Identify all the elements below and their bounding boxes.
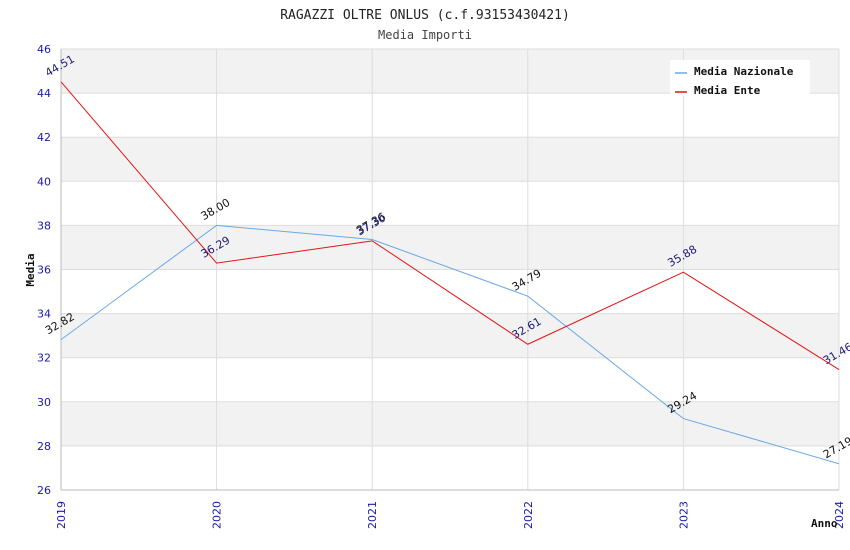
- grid-band: [61, 225, 839, 270]
- grid-band: [61, 137, 839, 182]
- y-tick-label: 40: [37, 175, 51, 188]
- legend-item-media-nazionale: Media Nazionale: [694, 65, 794, 78]
- grid-band: [61, 313, 839, 358]
- series-lines: [60, 81, 840, 465]
- x-axis-label: Anno: [811, 517, 838, 530]
- legend: Media Nazionale Media Ente: [670, 60, 810, 97]
- grid-band: [61, 401, 839, 446]
- legend-box: [670, 60, 810, 96]
- y-tick-label: 46: [37, 43, 51, 56]
- y-tick-label: 42: [37, 131, 51, 144]
- axes: [60, 49, 839, 491]
- y-axis-label: Media: [24, 253, 37, 286]
- series-line-media-nazionale: [60, 224, 840, 465]
- y-tick-label: 32: [37, 352, 51, 365]
- x-tick-label: 2021: [366, 501, 379, 529]
- y-tick-label: 38: [37, 219, 51, 232]
- x-tick-label: 2022: [522, 501, 535, 529]
- legend-item-media-ente: Media Ente: [694, 84, 761, 97]
- x-tick-label: 2024: [833, 501, 846, 529]
- y-tick-label: 34: [37, 308, 51, 321]
- x-tick-label: 2020: [211, 501, 224, 529]
- background-bands: [61, 49, 839, 446]
- y-tick-label: 36: [37, 264, 51, 277]
- x-tick-label: 2023: [677, 501, 690, 529]
- y-tick-label: 44: [37, 87, 51, 100]
- x-tick-labels: 2019 2020 2021 2022 2023 2024: [55, 501, 846, 529]
- y-tick-label: 26: [37, 484, 51, 497]
- chart-subtitle: Media Importi: [378, 28, 472, 42]
- series-line-media-ente: [60, 81, 840, 371]
- x-tick-label: 2019: [55, 501, 68, 529]
- y-tick-label: 28: [37, 440, 51, 453]
- chart-title: RAGAZZI OLTRE ONLUS (c.f.93153430421): [280, 8, 570, 23]
- data-label: 38.00: [199, 196, 233, 223]
- y-tick-labels: 26 28 30 32 34 36 38 40 42 44 46: [37, 43, 51, 497]
- data-label: 34.79: [510, 267, 544, 294]
- y-tick-label: 30: [37, 396, 51, 409]
